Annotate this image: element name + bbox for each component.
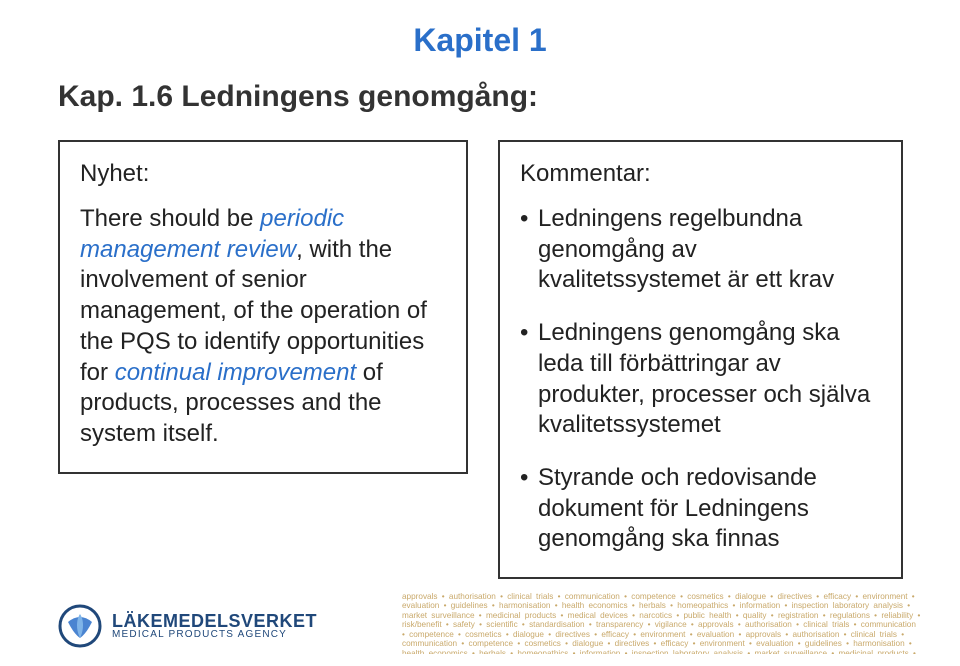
logo-text: LÄKEMEDELSVERKET MEDICAL PRODUCTS AGENCY xyxy=(112,612,317,640)
logo-line2: MEDICAL PRODUCTS AGENCY xyxy=(112,630,317,640)
logo-icon xyxy=(58,604,102,648)
footer-wordcloud: approvals • authorisation • clinical tri… xyxy=(402,592,922,654)
slide: Kapitel 1 Kap. 1.6 Ledningens genomgång:… xyxy=(0,0,960,666)
right-heading: Kommentar: xyxy=(520,160,881,188)
left-heading: Nyhet: xyxy=(80,160,446,188)
content-row: Nyhet: There should be periodic manageme… xyxy=(58,140,902,579)
left-text-pre: There should be xyxy=(80,205,260,232)
chapter-title: Kapitel 1 xyxy=(0,22,960,59)
left-box: Nyhet: There should be periodic manageme… xyxy=(58,140,468,474)
left-body: There should be periodic management revi… xyxy=(80,204,446,450)
logo: LÄKEMEDELSVERKET MEDICAL PRODUCTS AGENCY xyxy=(58,604,317,648)
right-body: Ledningens regelbundna genomgång av kval… xyxy=(520,204,881,555)
bullet-list: Ledningens regelbundna genomgång av kval… xyxy=(520,204,881,555)
logo-line1: LÄKEMEDELSVERKET xyxy=(112,612,317,630)
section-title: Kap. 1.6 Ledningens genomgång: xyxy=(58,80,538,114)
left-continual: continual improvement xyxy=(115,359,356,386)
left-periodic: periodic xyxy=(260,205,344,232)
footer: LÄKEMEDELSVERKET MEDICAL PRODUCTS AGENCY… xyxy=(0,584,960,666)
bullet-2: Ledningens genomgång ska leda till förbä… xyxy=(520,318,881,441)
bullet-1: Ledningens regelbundna genomgång av kval… xyxy=(520,204,881,296)
bullet-3: Styrande och redovisande dokument för Le… xyxy=(520,463,881,555)
left-mgmtreview: management review xyxy=(80,236,296,263)
right-box: Kommentar: Ledningens regelbundna genomg… xyxy=(498,140,903,579)
